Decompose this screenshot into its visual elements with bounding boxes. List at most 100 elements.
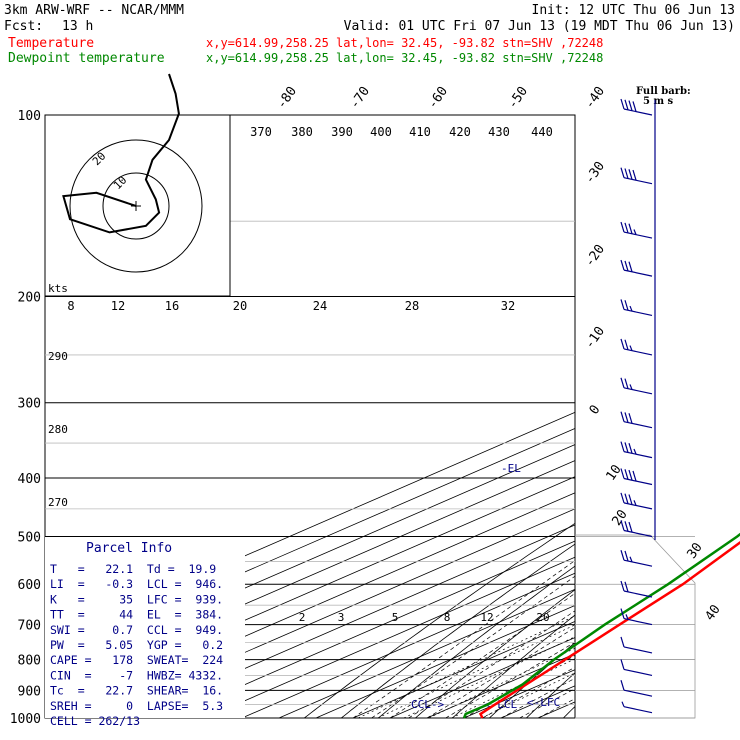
wind-barb-full	[628, 261, 633, 272]
wind-barb-half	[633, 448, 637, 455]
pressure-label-1000: 1000	[10, 712, 41, 727]
isotherm-label--70: -70	[347, 84, 373, 112]
wind-barb	[620, 580, 653, 598]
wind-barb	[620, 549, 653, 567]
wind-barb-full	[624, 260, 629, 272]
wind-barb	[620, 679, 653, 697]
dry-adiabat-310	[526, 672, 575, 718]
wind-barb-full	[624, 550, 629, 562]
mixing-ratio-top-label-28: 28	[405, 299, 419, 313]
wind-barb-half	[629, 384, 633, 390]
wind-barb	[620, 492, 653, 510]
wind-barb	[620, 411, 653, 429]
mixing-ratio-label-2: 2	[299, 611, 306, 624]
wind-barb-half	[633, 500, 637, 506]
wind-barb-full	[628, 169, 633, 180]
pressure-label-600: 600	[18, 578, 41, 593]
wind-barb-full	[620, 98, 625, 110]
parcel-info-row: T = 22.1 Td = 19.9	[50, 562, 216, 576]
legend-dewpoint: Dewpoint temperature	[8, 51, 165, 66]
wind-barb-half	[629, 305, 633, 312]
wind-barb-half	[625, 614, 629, 620]
theta-e-label-440: 440	[531, 125, 553, 139]
theta-label-280: 280	[48, 423, 68, 436]
wind-barb	[620, 659, 653, 677]
moist-adiabat-40	[537, 698, 575, 718]
wind-barb	[620, 520, 653, 538]
mixing-ratio-label-5: 5	[392, 611, 399, 624]
wind-barb-shaft	[623, 451, 653, 459]
wind-barb-full	[628, 469, 633, 481]
parcel-info-background	[45, 537, 245, 718]
isotherm-30	[500, 685, 575, 718]
wind-barb	[620, 338, 653, 356]
wind-barb-full	[620, 377, 625, 388]
isotherm--20	[315, 604, 575, 718]
wind-barb	[620, 299, 653, 317]
pressure-label-800: 800	[18, 654, 41, 669]
wind-barb-full	[620, 468, 625, 479]
parcel-info-row: CELL = 262/13	[50, 714, 140, 728]
wind-barb-full	[620, 299, 625, 310]
hodograph-kts-label: kts	[48, 282, 68, 295]
mixing-ratio-label-20: 20	[536, 611, 549, 624]
wind-barb-full	[620, 167, 625, 178]
mixing-ratio-label-8: 8	[444, 611, 451, 624]
wind-barb-full	[624, 300, 629, 311]
moist-adiabat-25	[482, 666, 575, 718]
parcel-info-row: CIN = -7 HWBZ= 4332.	[50, 668, 223, 682]
isotherm-label-10: 10	[603, 462, 624, 483]
isotherm-10	[426, 653, 575, 718]
isotherm--10	[352, 621, 575, 718]
parcel-info-row: LI = -0.3 LCL = 946.	[50, 577, 223, 591]
mixing-ratio-top-label-32: 32	[501, 299, 515, 313]
mixing-ratio-top-label-24: 24	[313, 299, 327, 313]
wind-barb-full	[620, 520, 625, 531]
wind-barb-full	[620, 549, 625, 561]
wind-barb-full	[620, 492, 625, 504]
theta-label-270: 270	[48, 496, 68, 509]
wind-barb-full	[624, 378, 629, 389]
wind-barb-full	[628, 100, 633, 111]
forecast-value: 13 h	[62, 19, 93, 34]
theta-e-label-370: 370	[250, 125, 272, 139]
wind-barb-full	[628, 443, 633, 454]
init-time: Init: 12 UTC Thu 06 Jun 13	[532, 3, 736, 18]
mixing-ratio-label-12: 12	[480, 611, 493, 624]
moist-adiabat-10	[426, 626, 575, 718]
mixing-ratio-top-label-12: 12	[111, 299, 125, 313]
isotherm-label-40: 40	[702, 602, 723, 623]
wind-barb-full	[624, 168, 629, 179]
parcel-info-row: TT = 44 EL = 384.	[50, 608, 223, 622]
wind-barb	[620, 167, 653, 185]
theta-label-290: 290	[48, 350, 68, 363]
dry-adiabat-330	[600, 115, 740, 718]
wind-barb-shaft	[623, 231, 653, 239]
wind-barb-full	[624, 412, 629, 423]
wind-barb-shaft	[623, 689, 653, 697]
pressure-label-400: 400	[18, 472, 41, 487]
mixing-ratio-top-label-20: 20	[233, 299, 247, 313]
wind-barb-shaft	[623, 387, 653, 395]
isotherm-label--20: -20	[582, 242, 608, 270]
wind-barb-full	[624, 469, 629, 480]
wind-barb-full	[620, 659, 625, 670]
wind-barb-full	[624, 521, 629, 532]
wind-barb-full	[620, 608, 625, 619]
mixing-ratio-line-20	[481, 672, 575, 718]
theta-e-label-420: 420	[449, 125, 471, 139]
wind-barb-full	[624, 99, 629, 110]
mixing-ratio-top-label-8: 8	[67, 299, 74, 313]
isotherm--60	[167, 540, 575, 718]
right-frame	[575, 534, 696, 719]
pressure-label-500: 500	[18, 530, 41, 545]
isotherm-label-20: 20	[609, 507, 630, 528]
isotherm-label--60: -60	[425, 84, 451, 112]
wind-barb	[621, 701, 653, 714]
wind-barb	[620, 98, 653, 116]
wind-barb	[620, 377, 653, 395]
wind-barb-half	[633, 229, 637, 235]
dry-adiabat-260	[341, 543, 575, 718]
